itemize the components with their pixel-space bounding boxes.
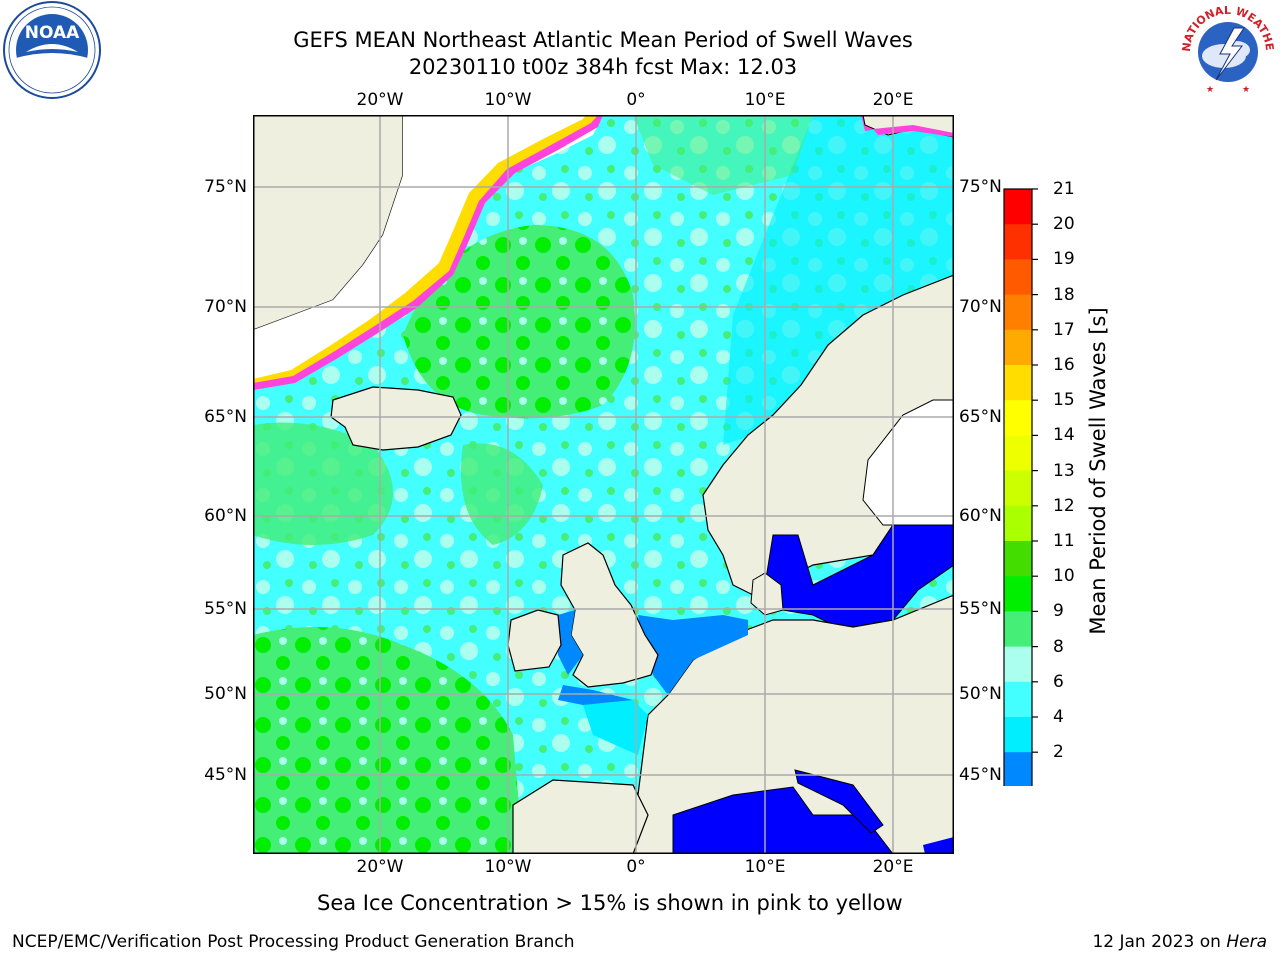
lon-label-bottom: 10°W [484, 857, 532, 877]
colorbar-band [1004, 189, 1032, 225]
colorbar-label: Mean Period of Swell Waves [s] [1086, 307, 1110, 635]
swell-zone-north [403, 225, 635, 419]
colorbar-tick-label: 12 [1053, 495, 1075, 516]
land-ireland [507, 609, 562, 672]
colorbar-tick-label: 11 [1053, 531, 1075, 551]
colorbar-band [1004, 541, 1032, 577]
forecast-subtitle: 20230110 t00z 384h fcst Max: 12.03 [408, 55, 798, 79]
svg-text:★: ★ [1242, 85, 1250, 95]
colorbar-band [1004, 752, 1032, 786]
colorbar-band [1004, 576, 1032, 612]
colorbar-tick-label: 6 [1053, 671, 1064, 692]
noaa-logo-text: NOAA [25, 23, 80, 43]
swell-zone-southwest [253, 627, 523, 854]
colorbar-tick-label: 21 [1053, 179, 1075, 199]
sea-mediterranean [672, 786, 894, 854]
lon-label-top: 10°E [744, 90, 786, 110]
colorbar-band [1004, 470, 1032, 507]
colorbar-tick-label: 13 [1053, 460, 1075, 481]
colorbar-band [1004, 646, 1032, 683]
colorbar-tick-label: 15 [1053, 390, 1075, 411]
footer-date: 12 Jan 2023 on Hera [1092, 932, 1267, 952]
lat-label-left: 60°N [204, 506, 247, 526]
lat-label-right: 50°N [959, 684, 1002, 704]
swell-period-map [253, 115, 954, 854]
lat-label-right: 65°N [959, 407, 1002, 427]
footer-date-text: 12 Jan 2023 on [1092, 932, 1227, 952]
footer-credit: NCEP/EMC/Verification Post Processing Pr… [12, 932, 575, 952]
colorbar-band [1004, 259, 1032, 296]
colorbar-tick-label: 8 [1053, 636, 1064, 657]
lat-label-right: 75°N [959, 177, 1002, 197]
lon-label-top: 20°W [356, 90, 404, 110]
colorbar-band [1004, 505, 1032, 542]
sea-north [638, 615, 748, 695]
lon-label-bottom: 0° [626, 857, 646, 877]
lat-label-left: 50°N [204, 684, 247, 704]
lon-label-top: 0° [626, 90, 646, 110]
sea-baltic [764, 524, 954, 631]
colorbar-tick-label: 19 [1053, 249, 1075, 270]
nws-logo: NATIONAL WEATHER SERVICE ★ ★ [1176, 0, 1278, 102]
svg-text:★: ★ [1206, 85, 1214, 95]
lon-label-top: 10°W [484, 90, 532, 110]
lat-label-left: 75°N [204, 177, 247, 197]
colorbar-tick-label: 10 [1053, 566, 1075, 587]
colorbar-band [1004, 329, 1032, 366]
noaa-logo: NOAA [3, 1, 101, 99]
colorbar-band [1004, 681, 1032, 718]
colorbar-band [1004, 400, 1032, 436]
lat-label-right: 60°N [959, 506, 1002, 526]
sea-ice [253, 115, 603, 385]
lat-label-right: 45°N [959, 765, 1002, 785]
colorbar-band [1004, 717, 1032, 753]
lon-label-bottom: 20°E [872, 857, 914, 877]
lat-label-left: 65°N [204, 407, 247, 427]
lon-label-bottom: 20°W [356, 857, 404, 877]
colorbar-tick-label: 16 [1053, 355, 1075, 375]
lon-label-bottom: 10°E [744, 857, 786, 877]
colorbar [1003, 188, 1038, 786]
lat-label-right: 70°N [959, 297, 1002, 317]
lat-label-right: 55°N [959, 599, 1002, 619]
colorbar-tick-label: 14 [1053, 425, 1075, 446]
lon-label-top: 20°E [872, 90, 914, 110]
colorbar-tick-label: 20 [1053, 214, 1075, 235]
lat-label-left: 70°N [204, 297, 247, 317]
colorbar-band [1004, 294, 1032, 331]
colorbar-tick-label: 17 [1053, 319, 1075, 340]
colorbar-tick-label: 4 [1053, 707, 1064, 727]
lat-label-left: 45°N [204, 765, 247, 785]
colorbar-band [1004, 224, 1032, 260]
footer-host: Hera [1226, 932, 1267, 952]
colorbar-band [1004, 435, 1032, 472]
land-iberia [512, 779, 649, 854]
colorbar-tick-label: 18 [1053, 284, 1075, 305]
colorbar-tick-label: 2 [1053, 742, 1064, 763]
colorbar-band [1004, 365, 1032, 401]
page-title: GEFS MEAN Northeast Atlantic Mean Period… [293, 28, 913, 52]
colorbar-tick-label: 9 [1053, 601, 1064, 622]
colorbar-band [1004, 611, 1032, 648]
lat-label-left: 55°N [204, 599, 247, 619]
land-iceland [330, 386, 462, 451]
sea-ice-caption: Sea Ice Concentration > 15% is shown in … [317, 891, 903, 915]
